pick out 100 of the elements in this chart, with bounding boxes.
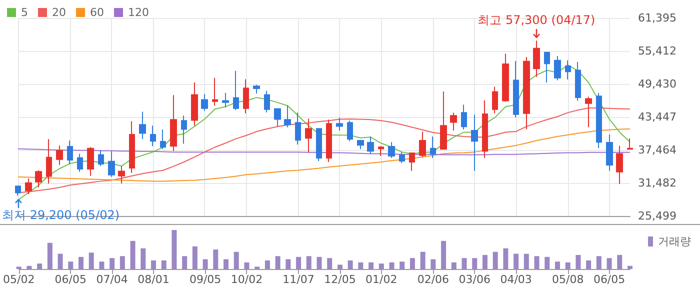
bar	[617, 254, 622, 269]
x-tick-label: 06/05	[54, 273, 86, 286]
candlestick	[264, 90, 270, 113]
bar	[565, 262, 570, 269]
bar	[492, 252, 498, 269]
bar	[389, 262, 394, 269]
candlestick	[15, 186, 21, 196]
bar	[606, 258, 612, 269]
y-tick-label: 43,447	[638, 110, 676, 124]
candlestick	[378, 146, 384, 157]
candlestick	[450, 112, 457, 132]
bar	[534, 256, 540, 269]
x-tick-label: 03/06	[458, 273, 490, 286]
x-tick-label: 12/05	[324, 273, 356, 286]
bar	[202, 259, 208, 269]
bar	[430, 259, 436, 269]
candlestick	[35, 170, 42, 188]
x-tick-label: 09/05	[189, 273, 222, 286]
bar	[296, 256, 302, 269]
candlestick	[284, 104, 291, 128]
bar	[420, 252, 426, 269]
bar	[472, 258, 478, 269]
bar	[234, 252, 239, 269]
bar	[503, 248, 508, 269]
bar	[524, 254, 529, 269]
bar	[37, 264, 42, 269]
y-tick-label: 25,499	[638, 210, 676, 222]
bar	[327, 258, 332, 269]
candlestick	[388, 142, 395, 159]
bar	[244, 262, 250, 269]
candlestick	[430, 136, 436, 159]
bar	[451, 262, 456, 269]
x-tick-label: 04/03	[500, 273, 532, 286]
bar	[88, 252, 94, 269]
candlestick	[274, 108, 281, 128]
bar	[358, 262, 364, 269]
x-tick-label: 10/02	[230, 273, 263, 286]
bar	[151, 260, 156, 269]
annotation: 최저 29,200 (05/02)	[2, 206, 120, 224]
bar	[316, 256, 322, 269]
bar	[99, 262, 104, 269]
candlestick	[46, 138, 52, 184]
candlestick	[533, 40, 540, 78]
candlestick	[129, 120, 135, 174]
bar	[576, 254, 581, 269]
bar	[182, 256, 188, 269]
candlestick	[347, 120, 353, 142]
line-series	[18, 128, 630, 182]
bar	[130, 240, 136, 269]
candlestick	[440, 90, 447, 150]
bar	[400, 262, 405, 269]
candlestick	[502, 53, 509, 102]
bar	[192, 246, 198, 269]
candlestick	[118, 165, 125, 184]
candlestick	[150, 125, 156, 147]
x-tick-label: 05/02	[3, 273, 35, 286]
bar	[482, 254, 488, 269]
bar	[596, 256, 602, 269]
candlestick	[523, 56, 530, 130]
bar	[337, 264, 342, 269]
candlestick	[565, 60, 571, 80]
bar	[275, 256, 280, 269]
candlestick	[295, 112, 301, 145]
candlestick	[139, 111, 146, 140]
candlestick	[160, 129, 166, 150]
x-tick-label: 07/04	[96, 273, 128, 286]
legend-label: 120	[128, 6, 149, 19]
bar	[368, 262, 374, 269]
candlestick	[181, 115, 187, 144]
legend-label: 5	[21, 6, 28, 19]
candlestick	[367, 136, 374, 155]
bar	[161, 260, 166, 269]
candlestick	[67, 140, 73, 165]
bar	[462, 258, 467, 269]
candlestick	[212, 77, 218, 106]
bar	[554, 262, 560, 269]
bar	[544, 256, 550, 269]
x-tick-label: 01/02	[366, 273, 398, 286]
x-tick-label: 11/07	[282, 273, 314, 286]
candlestick	[243, 78, 249, 114]
bar	[47, 242, 52, 269]
candlestick	[461, 104, 467, 130]
candlestick	[222, 92, 229, 108]
candlestick	[606, 134, 613, 172]
candlestick	[233, 70, 239, 111]
candlestick	[513, 60, 519, 118]
y-tick-label: 37,464	[638, 144, 676, 156]
candlestick	[98, 150, 104, 166]
legend-label: 거래량	[658, 235, 691, 248]
legend-label: 20	[52, 6, 66, 19]
bar	[172, 230, 177, 269]
bar	[348, 260, 353, 269]
x-tick-label: 06/05	[593, 273, 626, 286]
bar	[224, 259, 229, 269]
bar	[628, 266, 632, 269]
candlestick	[201, 94, 208, 112]
bar	[68, 262, 74, 269]
candlestick	[56, 144, 63, 166]
candlestick	[336, 117, 343, 132]
y-tick-label: 31,482	[638, 176, 676, 190]
